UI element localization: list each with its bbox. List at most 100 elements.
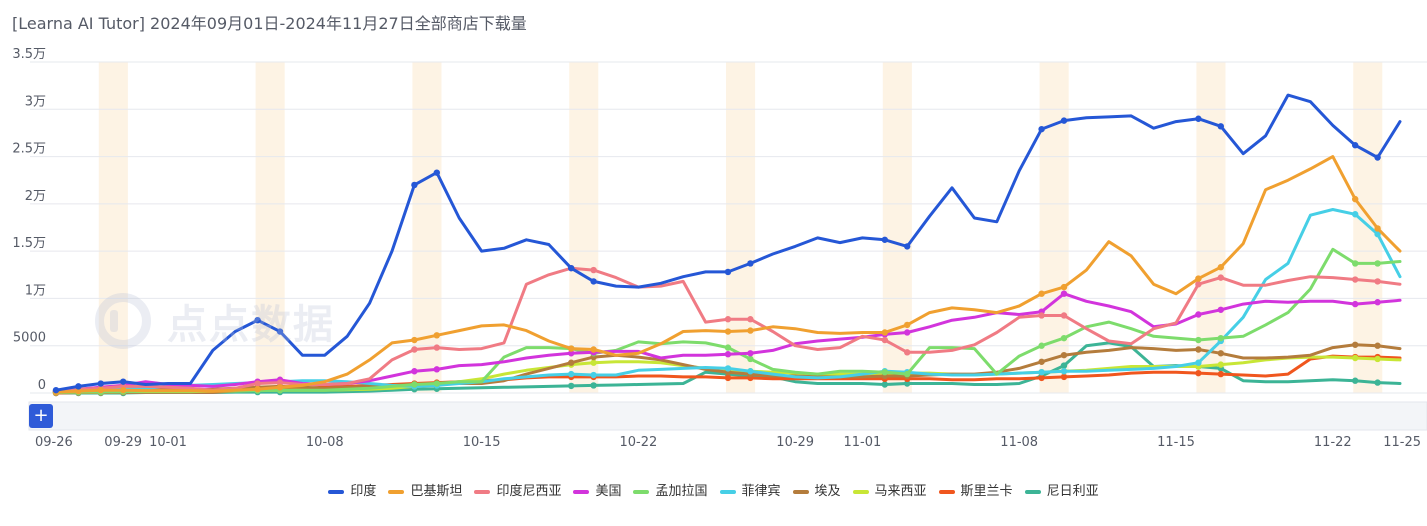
data-point[interactable] [724,351,732,358]
data-point[interactable] [1217,274,1225,281]
data-point[interactable] [590,266,597,274]
data-point[interactable] [904,380,911,387]
data-point[interactable] [568,345,575,352]
series-印度[interactable] [52,93,1402,394]
data-point[interactable] [276,379,284,386]
legend-item[interactable]: 印度尼西亚 [474,480,561,499]
data-point[interactable] [1217,123,1225,130]
data-point[interactable] [1217,350,1225,357]
data-point[interactable] [1352,377,1359,384]
data-point[interactable] [1352,354,1359,362]
data-point[interactable] [411,181,418,189]
data-point[interactable] [433,169,440,176]
data-point[interactable] [724,268,732,276]
data-point[interactable] [254,380,261,387]
range-slider-track[interactable] [28,401,1427,431]
data-point[interactable] [1195,275,1202,282]
data-point[interactable] [747,355,754,363]
legend-item[interactable]: 斯里兰卡 [938,480,1013,499]
data-point[interactable] [1195,311,1202,318]
data-point[interactable] [120,378,127,385]
legend-item[interactable]: 埃及 [792,480,841,499]
data-point[interactable] [1374,230,1381,238]
zoom-button[interactable]: + [29,404,53,428]
data-point[interactable] [1038,358,1045,365]
data-point[interactable] [1352,211,1359,218]
data-point[interactable] [881,236,888,243]
data-point[interactable] [1352,341,1359,348]
data-point[interactable] [1352,276,1359,283]
data-point[interactable] [881,381,888,388]
data-point[interactable] [1352,260,1359,267]
data-point[interactable] [1060,362,1068,369]
data-point[interactable] [1195,281,1202,288]
data-point[interactable] [1217,361,1225,368]
data-point[interactable] [1195,369,1202,377]
data-point[interactable] [1352,300,1359,308]
data-point[interactable] [1195,115,1202,122]
data-point[interactable] [590,382,597,389]
data-point[interactable] [411,336,418,344]
data-point[interactable] [904,321,911,329]
legend-item[interactable]: 尼日利亚 [1024,480,1099,499]
data-point[interactable] [724,365,732,372]
data-point[interactable] [568,350,575,357]
data-point[interactable] [590,278,597,285]
data-point[interactable] [568,264,575,272]
data-point[interactable] [1038,312,1045,319]
data-point[interactable] [1352,142,1359,149]
data-point[interactable] [1060,351,1068,359]
data-point[interactable] [1038,342,1045,349]
data-point[interactable] [568,359,575,366]
data-point[interactable] [1195,359,1202,366]
data-point[interactable] [75,383,82,390]
data-point[interactable] [904,370,911,378]
data-point[interactable] [747,316,754,323]
data-point[interactable] [724,328,732,335]
data-point[interactable] [1374,278,1381,285]
data-point[interactable] [590,346,597,353]
data-point[interactable] [724,374,732,382]
data-point[interactable] [433,332,440,339]
data-point[interactable] [75,387,82,395]
data-point[interactable] [1038,125,1045,133]
data-point[interactable] [904,349,911,356]
data-point[interactable] [590,359,597,366]
data-point[interactable] [881,368,888,376]
legend-item[interactable]: 巴基斯坦 [388,480,462,499]
data-point[interactable] [1217,370,1225,378]
data-point[interactable] [724,316,732,323]
data-point[interactable] [1374,225,1381,232]
data-point[interactable] [1374,154,1381,161]
data-point[interactable] [1374,379,1381,386]
legend-item[interactable]: 孟加拉国 [633,480,708,499]
data-point[interactable] [904,329,911,336]
data-point[interactable] [1374,342,1381,349]
legend-item[interactable]: 菲律宾 [719,480,781,499]
data-point[interactable] [1374,355,1381,363]
data-point[interactable] [747,327,754,334]
data-point[interactable] [1038,368,1045,376]
data-point[interactable] [1060,283,1068,291]
data-point[interactable] [254,316,261,324]
data-point[interactable] [747,350,754,357]
data-point[interactable] [433,344,440,351]
data-point[interactable] [1195,336,1202,344]
data-point[interactable] [254,386,261,393]
data-point[interactable] [52,386,60,394]
data-point[interactable] [1060,290,1068,297]
data-point[interactable] [1060,117,1068,124]
data-point[interactable] [1060,373,1068,381]
data-point[interactable] [1038,374,1045,382]
data-point[interactable] [1352,195,1359,203]
data-point[interactable] [747,368,754,375]
data-point[interactable] [433,380,440,387]
data-point[interactable] [1060,312,1068,319]
data-point[interactable] [1038,290,1045,297]
data-point[interactable] [433,366,440,373]
data-point[interactable] [1217,334,1225,342]
data-point[interactable] [747,260,754,267]
data-point[interactable] [276,328,284,335]
data-point[interactable] [590,371,597,379]
data-point[interactable] [881,329,888,336]
